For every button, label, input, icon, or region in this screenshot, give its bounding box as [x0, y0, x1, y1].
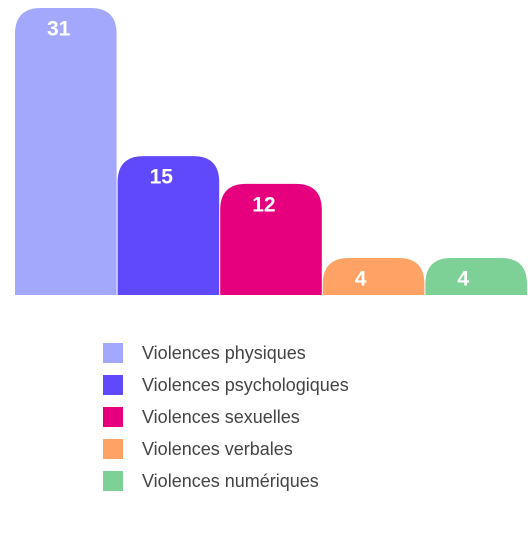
legend-swatch: [103, 375, 123, 395]
legend-label: Violences sexuelles: [142, 407, 300, 427]
bar: [117, 156, 220, 295]
data-label: 4: [355, 268, 367, 291]
legend-swatch: [103, 439, 123, 459]
legend-label: Violences physiques: [142, 343, 306, 363]
data-label: 31: [47, 18, 71, 41]
legend-swatch: [103, 471, 123, 491]
data-label: 12: [252, 193, 275, 216]
legend-swatch: [103, 343, 123, 363]
bar: [425, 257, 527, 295]
bar: [15, 8, 117, 295]
bar: [220, 183, 322, 295]
legend-label: Violences numériques: [142, 471, 319, 491]
data-label: 4: [457, 268, 469, 291]
bar: [322, 257, 425, 295]
legend-label: Violences psychologiques: [142, 375, 349, 395]
legend-swatch: [103, 407, 123, 427]
data-label: 15: [150, 166, 174, 189]
legend-label: Violences verbales: [142, 439, 293, 459]
